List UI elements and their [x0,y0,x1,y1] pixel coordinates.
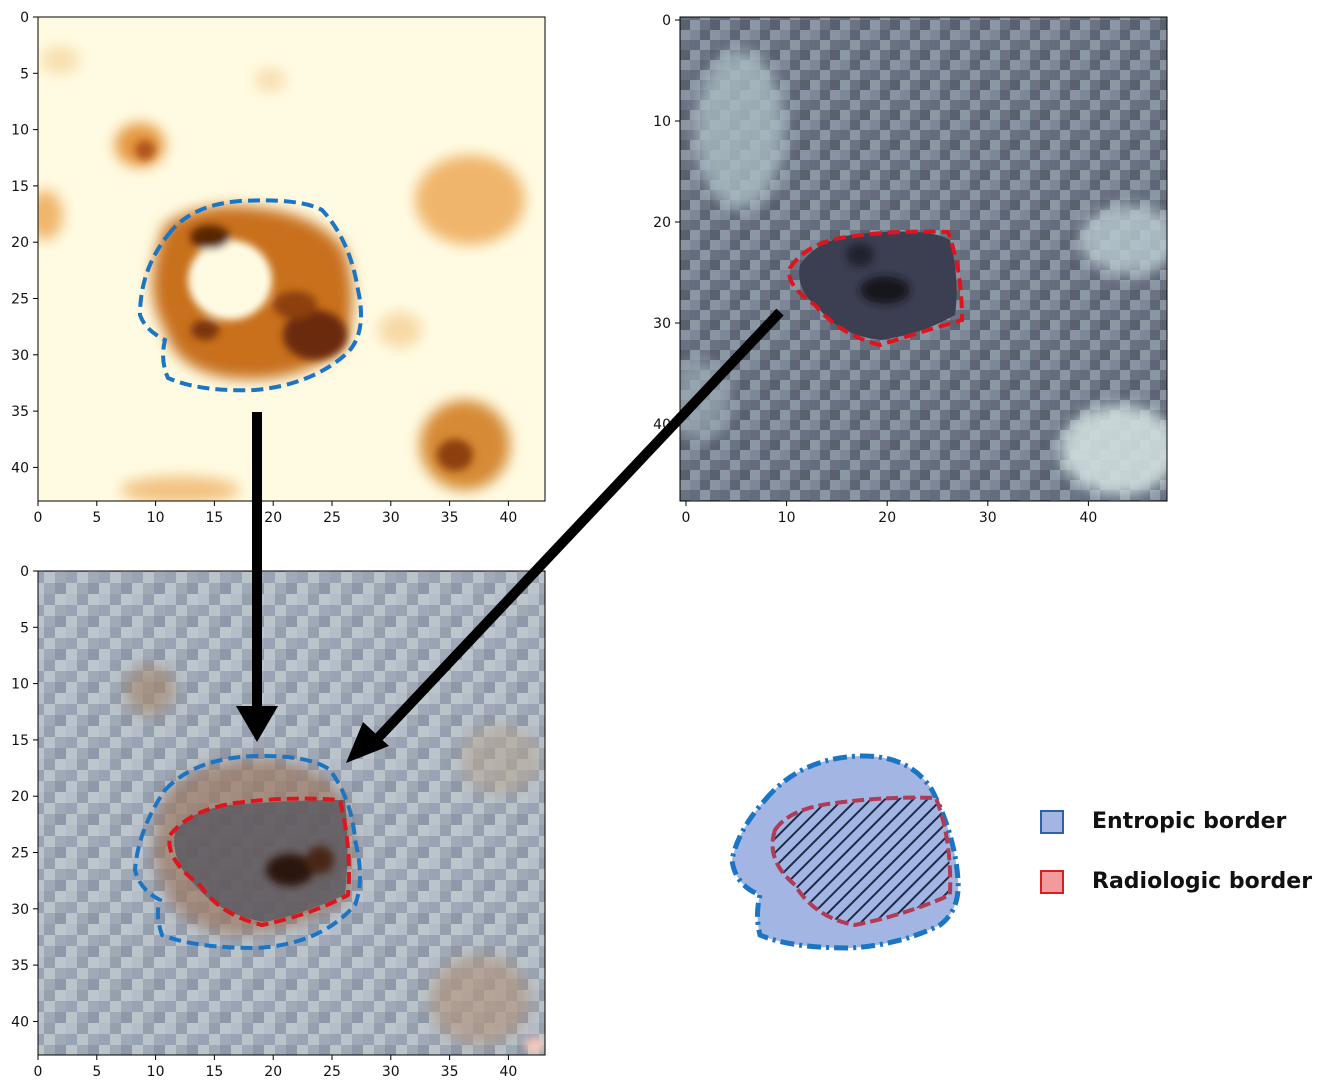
entropy-map-x-axis: 0 5 10 15 20 25 30 35 40 [34,501,517,526]
y-tick-label: 30 [11,348,29,364]
arrow-ct-to-overlay [346,308,784,763]
x-tick-label: 25 [323,510,341,526]
y-tick-label: 35 [11,404,29,420]
x-tick-label: 10 [147,510,165,526]
legend-item-radiologic: Radiologic border [1040,869,1312,894]
y-tick-label: 30 [11,902,29,918]
y-tick-label: 40 [11,460,29,476]
ct-image-x-axis: 0 10 20 30 40 [682,501,1097,526]
y-tick-label: 20 [11,235,29,251]
y-tick-label: 0 [662,13,671,29]
legend-item-entropic: Entropic border [1040,809,1286,834]
y-tick-label: 30 [653,316,671,332]
y-tick-label: 40 [11,1014,29,1030]
x-tick-label: 10 [147,1064,165,1080]
y-tick-label: 15 [11,733,29,749]
x-tick-label: 0 [34,510,43,526]
entropic-border-outline [137,198,363,393]
x-tick-label: 20 [264,1064,282,1080]
y-tick-label: 5 [20,620,29,636]
x-tick-label: 20 [264,510,282,526]
overlay-panel: 0 5 10 15 20 25 30 35 40 0 5 10 15 20 25 30 35 40 [11,564,546,1080]
x-tick-label: 5 [92,510,101,526]
y-tick-label: 25 [11,292,29,308]
radiologic-border-outline [787,229,965,348]
overlay-radiologic-border [167,796,351,928]
x-tick-label: 10 [778,510,796,526]
entropy-map-y-axis: 0 5 10 15 20 25 30 35 40 [11,10,38,476]
x-tick-label: 40 [499,510,517,526]
x-tick-label: 40 [1079,510,1097,526]
x-tick-label: 0 [682,510,691,526]
x-tick-label: 35 [441,510,459,526]
radiologic-swatch [1040,869,1064,894]
ct-image-panel: 0 10 20 30 40 0 10 20 30 40 [653,13,1168,526]
y-tick-label: 0 [20,10,29,26]
x-tick-label: 20 [878,510,896,526]
overlay-y-axis: 0 5 10 15 20 25 30 35 40 [11,564,38,1030]
y-tick-label: 10 [11,677,29,693]
overlay-x-axis: 0 5 10 15 20 25 30 35 40 [34,1055,517,1080]
arrow-entropy-to-overlay [236,412,278,742]
entropy-map-blobs [38,46,525,501]
y-tick-label: 10 [653,114,671,130]
legend-label-radiologic: Radiologic border [1092,869,1313,894]
entropy-map-panel: 0 5 10 15 20 25 30 35 40 0 5 10 15 20 25 30 35 40 [11,10,546,526]
x-tick-label: 40 [499,1064,517,1080]
y-tick-label: 10 [11,123,29,139]
y-tick-label: 20 [653,215,671,231]
y-tick-label: 0 [20,564,29,580]
legend-label-entropic: Entropic border [1092,809,1287,834]
x-tick-label: 25 [323,1064,341,1080]
schematic-diagram [729,753,961,951]
x-tick-label: 15 [205,510,223,526]
x-tick-label: 15 [205,1064,223,1080]
x-tick-label: 0 [34,1064,43,1080]
x-tick-label: 35 [441,1064,459,1080]
x-tick-label: 5 [92,1064,101,1080]
x-tick-label: 30 [382,510,400,526]
x-tick-label: 30 [979,510,997,526]
y-tick-label: 15 [11,179,29,195]
ct-image-features [680,50,1167,495]
y-tick-label: 35 [11,958,29,974]
entropic-swatch [1040,809,1064,834]
overlay-entropic-border [132,753,362,951]
x-tick-label: 30 [382,1064,400,1080]
schematic-radiologic-region [770,795,953,928]
y-tick-label: 5 [20,66,29,82]
y-tick-label: 25 [11,846,29,862]
y-tick-label: 20 [11,789,29,805]
